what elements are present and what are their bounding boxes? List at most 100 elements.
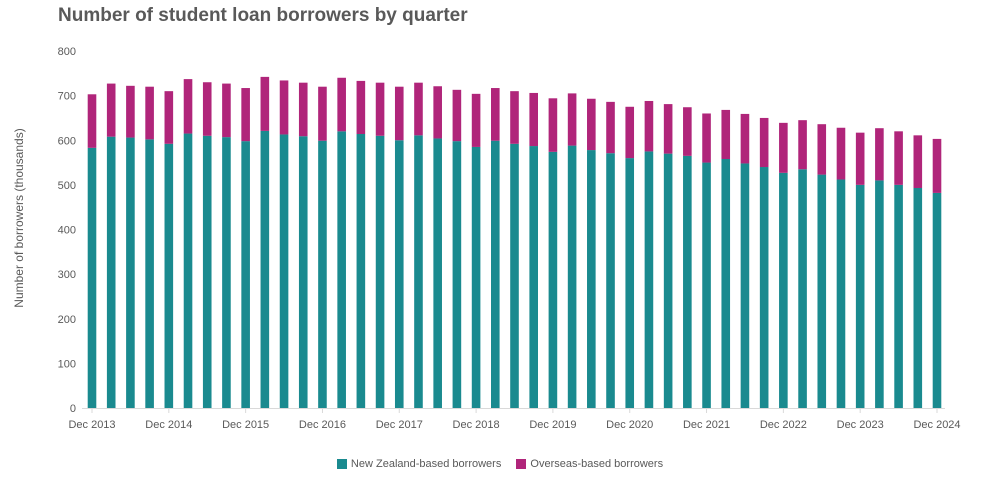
- legend-swatch-overseas: [516, 459, 527, 469]
- bar-overseas-borrowers: [683, 107, 692, 156]
- y-tick-label: 400: [58, 225, 76, 237]
- bar-nz-borrowers: [126, 137, 135, 408]
- bar-nz-borrowers: [587, 150, 596, 408]
- x-tick-label: Dec 2021: [683, 419, 730, 431]
- bar-nz-borrowers: [625, 158, 635, 408]
- bar-overseas-borrowers: [241, 88, 250, 142]
- bar-nz-borrowers: [452, 141, 462, 408]
- x-tick-label: Dec 2017: [376, 419, 423, 431]
- bar-overseas-borrowers: [260, 76, 270, 131]
- bar-overseas-borrowers: [625, 106, 635, 159]
- bar-nz-borrowers: [318, 140, 327, 408]
- bar-nz-borrowers: [932, 192, 942, 408]
- bar-nz-borrowers: [567, 145, 577, 409]
- bar-overseas-borrowers: [510, 91, 519, 144]
- bar-overseas-borrowers: [375, 82, 385, 136]
- bar-overseas-borrowers: [164, 91, 174, 144]
- bar-nz-borrowers: [510, 143, 519, 408]
- bar-nz-borrowers: [644, 151, 654, 408]
- bar-overseas-borrowers: [394, 86, 404, 141]
- y-tick-label: 200: [58, 314, 76, 326]
- bar-overseas-borrowers: [913, 135, 923, 188]
- bar-overseas-borrowers: [894, 131, 903, 185]
- bar-overseas-borrowers: [452, 89, 462, 142]
- bar-nz-borrowers: [337, 131, 346, 408]
- bar-nz-borrowers: [740, 163, 750, 408]
- bar-overseas-borrowers: [491, 88, 500, 141]
- bar-overseas-borrowers: [644, 100, 654, 152]
- bar-nz-borrowers: [356, 134, 366, 408]
- bar-nz-borrowers: [875, 180, 884, 408]
- bar-nz-borrowers: [759, 167, 769, 408]
- bar-nz-borrowers: [779, 172, 788, 408]
- bar-overseas-borrowers: [471, 93, 481, 147]
- legend-item-overseas: Overseas-based borrowers: [516, 458, 663, 470]
- bar-overseas-borrowers: [587, 98, 596, 151]
- bar-nz-borrowers: [913, 188, 923, 408]
- x-tick-label: Dec 2013: [68, 419, 115, 431]
- bar-nz-borrowers: [529, 146, 538, 409]
- bar-overseas-borrowers: [759, 117, 769, 168]
- bar-nz-borrowers: [222, 137, 231, 408]
- bar-overseas-borrowers: [298, 82, 308, 137]
- x-tick-label: Dec 2024: [913, 419, 960, 431]
- bar-nz-borrowers: [683, 155, 692, 408]
- bar-nz-borrowers: [260, 130, 270, 408]
- bar-nz-borrowers: [375, 135, 385, 409]
- bars: [87, 76, 942, 409]
- bar-nz-borrowers: [894, 184, 903, 409]
- bar-nz-borrowers: [394, 140, 404, 408]
- y-axis: 0 100 200 300 400 500 600 700 800: [58, 46, 76, 415]
- bar-nz-borrowers: [279, 134, 289, 408]
- bar-overseas-borrowers: [318, 86, 327, 141]
- y-tick-label: 800: [58, 46, 76, 58]
- y-tick-label: 0: [70, 403, 76, 415]
- bar-nz-borrowers: [106, 136, 116, 408]
- x-tick-label: Dec 2015: [222, 419, 269, 431]
- bar-overseas-borrowers: [279, 80, 289, 135]
- bar-overseas-borrowers: [126, 85, 135, 138]
- legend-item-nz: New Zealand-based borrowers: [336, 458, 502, 470]
- x-axis: Dec 2013 Dec 2014 Dec 2015 Dec 2016 Dec 2017…: [68, 408, 961, 431]
- bar-overseas-borrowers: [740, 113, 750, 164]
- bar-overseas-borrowers: [855, 132, 865, 185]
- legend-label-overseas: Overseas-based borrowers: [530, 458, 664, 470]
- bar-nz-borrowers: [491, 140, 500, 408]
- x-tick-label: Dec 2020: [606, 419, 653, 431]
- y-tick-label: 700: [58, 91, 76, 103]
- bar-overseas-borrowers: [414, 82, 423, 136]
- bar-nz-borrowers: [433, 138, 442, 408]
- chart-title: Number of student loan borrowers by quar…: [58, 5, 468, 26]
- bar-nz-borrowers: [702, 162, 711, 408]
- bar-overseas-borrowers: [798, 120, 807, 170]
- x-tick-label: Dec 2023: [837, 419, 884, 431]
- bar-nz-borrowers: [414, 135, 423, 408]
- bar-nz-borrowers: [471, 146, 481, 408]
- bar-nz-borrowers: [202, 135, 212, 409]
- x-tick-label: Dec 2016: [299, 419, 346, 431]
- bar-overseas-borrowers: [145, 86, 154, 140]
- y-tick-label: 600: [58, 135, 76, 147]
- bar-nz-borrowers: [798, 169, 807, 408]
- bar-overseas-borrowers: [567, 93, 577, 146]
- bar-nz-borrowers: [606, 153, 615, 408]
- bar-overseas-borrowers: [337, 77, 346, 132]
- bar-overseas-borrowers: [663, 104, 673, 154]
- y-tick-label: 500: [58, 180, 76, 192]
- bar-overseas-borrowers: [702, 113, 711, 163]
- bar-overseas-borrowers: [202, 82, 212, 136]
- x-tick-label: Dec 2014: [145, 419, 192, 431]
- bar-overseas-borrowers: [106, 83, 116, 137]
- bar-nz-borrowers: [298, 136, 308, 409]
- bar-overseas-borrowers: [721, 109, 731, 159]
- bar-overseas-borrowers: [529, 92, 538, 147]
- legend: New Zealand-based borrowers Overseas-bas…: [0, 458, 1000, 472]
- y-tick-label: 300: [58, 269, 76, 281]
- bar-nz-borrowers: [183, 133, 193, 408]
- y-tick-label: 100: [58, 358, 76, 370]
- bar-nz-borrowers: [817, 174, 827, 408]
- legend-label-nz: New Zealand-based borrowers: [350, 458, 502, 470]
- bar-nz-borrowers: [164, 143, 174, 408]
- bar-nz-borrowers: [241, 141, 250, 408]
